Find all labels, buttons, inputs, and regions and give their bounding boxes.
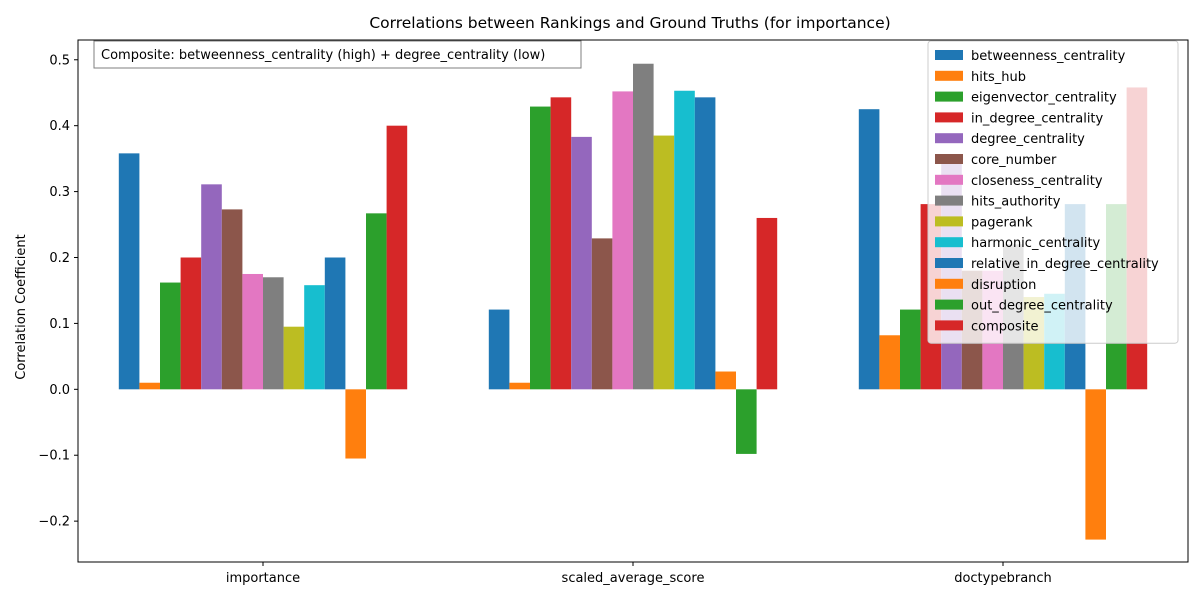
y-tick-label: 0.4: [49, 119, 70, 134]
legend-swatch: [935, 299, 963, 310]
bar-hits_hub-doctypebranch: [879, 335, 900, 390]
legend-label: closeness_centrality: [971, 174, 1103, 189]
bar-degree_centrality-scaled_average_score: [571, 136, 592, 390]
y-axis-title: Correlation Coefficient: [14, 234, 29, 380]
legend-swatch: [935, 278, 963, 289]
legend-swatch: [935, 91, 963, 102]
bars-layer: [118, 63, 1148, 540]
legend-swatch: [935, 320, 963, 331]
bar-eigenvector_centrality-importance: [160, 282, 181, 390]
legend-frame: [927, 40, 1179, 344]
legend-label: out_degree_centrality: [971, 299, 1113, 314]
y-tick-label: 0.5: [49, 53, 70, 68]
legend-label: relative_in_degree_centrality: [971, 257, 1159, 272]
bar-eigenvector_centrality-doctypebranch: [900, 309, 921, 390]
legend-label: disruption: [971, 278, 1036, 293]
legend-label: composite: [971, 319, 1038, 334]
y-tick-label: −0.2: [38, 515, 70, 530]
legend-label: in_degree_centrality: [971, 111, 1104, 126]
bar-relative_in_degree_centrality-importance: [324, 257, 346, 390]
annotation-text: Composite: betweenness_centrality (high)…: [101, 48, 545, 63]
y-tick-label: −0.1: [38, 449, 70, 464]
y-tick-label: 0.3: [49, 185, 70, 200]
axes-layer: −0.2 −0.1 0.0 0.1 0.2 0.3 0.4 0.5 importance scal…: [38, 39, 1189, 586]
legend: betweenness_centrality hits_hub eigenvecto…: [927, 40, 1179, 344]
legend-swatch: [935, 237, 963, 248]
bar-closeness_centrality-scaled_average_score: [612, 91, 633, 390]
chart-title: Correlations between Rankings and Ground…: [369, 14, 890, 32]
y-tick-label: 0.0: [49, 383, 70, 398]
bar-harmonic_centrality-importance: [304, 285, 325, 390]
bar-betweenness_centrality-doctypebranch: [858, 109, 880, 390]
x-tick-label: doctypebranch: [954, 571, 1052, 586]
bar-in_degree_centrality-importance: [180, 257, 202, 390]
bar-closeness_centrality-importance: [242, 273, 263, 390]
bar-pagerank-importance: [283, 326, 305, 390]
bar-degree_centrality-importance: [201, 184, 222, 390]
bar-betweenness_centrality-scaled_average_score: [488, 309, 510, 390]
bar-relative_in_degree_centrality-scaled_average_score: [694, 97, 716, 390]
bar-eigenvector_centrality-scaled_average_score: [530, 106, 551, 390]
legend-label: hits_hub: [971, 70, 1026, 85]
y-tick-label: 0.1: [49, 317, 70, 332]
bar-hits_authority-importance: [263, 277, 284, 390]
legend-swatch: [935, 70, 963, 81]
bar-core_number-importance: [221, 209, 243, 390]
bar-hits_authority-scaled_average_score: [633, 63, 654, 390]
legend-swatch: [935, 258, 963, 268]
legend-swatch: [935, 174, 963, 185]
legend-label: pagerank: [971, 215, 1033, 230]
bar-composite-importance: [386, 125, 408, 390]
bar-harmonic_centrality-scaled_average_score: [674, 90, 695, 390]
legend-label: eigenvector_centrality: [971, 91, 1117, 106]
bar-disruption-doctypebranch: [1085, 389, 1106, 540]
legend-label: betweenness_centrality: [971, 49, 1126, 64]
bar-composite-scaled_average_score: [756, 217, 778, 390]
bar-pagerank-scaled_average_score: [653, 135, 675, 390]
bar-core_number-scaled_average_score: [591, 238, 613, 390]
x-tick-label: importance: [226, 571, 300, 586]
x-tick-label: scaled_average_score: [562, 571, 705, 586]
bar-out_degree_centrality-scaled_average_score: [736, 389, 757, 454]
bar-in_degree_centrality-scaled_average_score: [550, 97, 572, 390]
bar-hits_hub-importance: [139, 382, 160, 390]
legend-swatch: [935, 216, 963, 227]
legend-label: harmonic_centrality: [971, 236, 1101, 251]
bar-disruption-scaled_average_score: [715, 371, 736, 390]
legend-swatch: [935, 112, 963, 123]
legend-swatch: [935, 50, 963, 60]
annotation-box: Composite: betweenness_centrality (high)…: [93, 40, 582, 69]
bar-betweenness_centrality-importance: [118, 153, 140, 390]
legend-swatch: [935, 133, 963, 144]
legend-swatch: [935, 195, 963, 206]
legend-label: core_number: [971, 153, 1057, 168]
bar-out_degree_centrality-importance: [366, 213, 387, 390]
legend-label: hits_authority: [971, 195, 1061, 210]
legend-label: degree_centrality: [971, 132, 1085, 147]
y-tick-label: 0.2: [49, 251, 70, 266]
legend-swatch: [935, 154, 963, 164]
bar-hits_hub-scaled_average_score: [509, 382, 530, 390]
bar-disruption-importance: [345, 389, 366, 459]
